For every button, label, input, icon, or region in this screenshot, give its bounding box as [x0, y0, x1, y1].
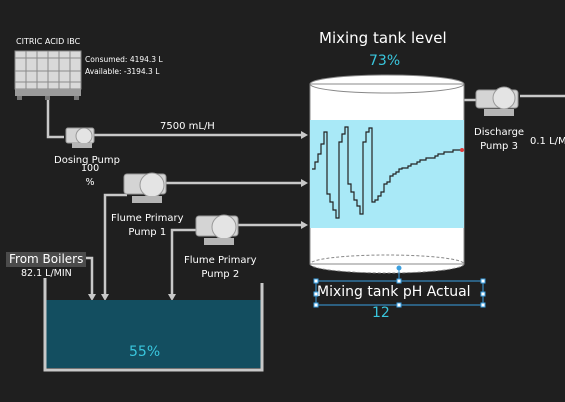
mixing-tank[interactable]: [309, 74, 465, 274]
mixing-tank-ph-value: 12: [372, 305, 390, 321]
dosing-pump-icon[interactable]: [65, 127, 95, 148]
pipework: [46, 94, 565, 298]
ibc-available: Available: -3194.3 L: [85, 67, 160, 76]
flume-pump-2-label-line2: Pump 2: [201, 269, 240, 280]
citric-acid-ibc-icon[interactable]: [14, 50, 82, 100]
dosing-speed-unit: %: [85, 177, 95, 188]
flume-pump-1-label: Flume Primary Pump 1: [111, 212, 184, 240]
flume-pump-1-label-line1: Flume Primary: [111, 213, 184, 224]
level-trend-line: [312, 126, 462, 219]
flume-pump-1-icon[interactable]: [123, 172, 167, 203]
dosing-flow-label: 7500 mL/H: [160, 121, 215, 132]
ibc-title: CITRIC ACID IBC: [16, 37, 81, 46]
discharge-pump-icon[interactable]: [475, 86, 519, 116]
collection-tank[interactable]: [43, 278, 264, 372]
flume-pump-2-label: Flume Primary Pump 2: [184, 254, 257, 282]
selection-box: [313, 265, 486, 308]
flume-pump-2-label-line1: Flume Primary: [184, 255, 257, 266]
mixing-tank-ph-title[interactable]: Mixing tank pH Actual: [317, 284, 471, 300]
dosing-speed-value: 100: [81, 163, 100, 174]
ibc-consumed: Consumed: 4194.3 L: [85, 55, 163, 64]
pipe-arrows: [88, 131, 308, 301]
dosing-pump-speed: 100 %: [81, 162, 99, 190]
level-trend-area: [310, 120, 464, 228]
mixing-tank-level: 73%: [369, 53, 401, 69]
discharge-pump-label: Discharge Pump 3: [474, 126, 524, 154]
flume-pump-2-icon[interactable]: [195, 214, 239, 245]
discharge-pump-label-line1: Discharge: [474, 127, 525, 138]
collection-tank-level: 55%: [129, 344, 161, 360]
mixing-tank-title: Mixing tank level: [319, 29, 447, 47]
boilers-label: From Boilers: [6, 252, 87, 267]
discharge-flow: 0.1 L/MIN: [530, 136, 565, 147]
trend-current-point: [460, 148, 464, 152]
level-trend-chart: [312, 126, 464, 219]
discharge-pump-label-line2: Pump 3: [480, 141, 518, 152]
ibc-info: Consumed: 4194.3 L Available: -3194.3 L: [85, 54, 163, 78]
flume-pump-1-label-line2: Pump 1: [128, 227, 167, 238]
boilers-flow: 82.1 L/MIN: [21, 268, 72, 279]
dosing-pump-label: Dosing Pump: [54, 155, 120, 166]
